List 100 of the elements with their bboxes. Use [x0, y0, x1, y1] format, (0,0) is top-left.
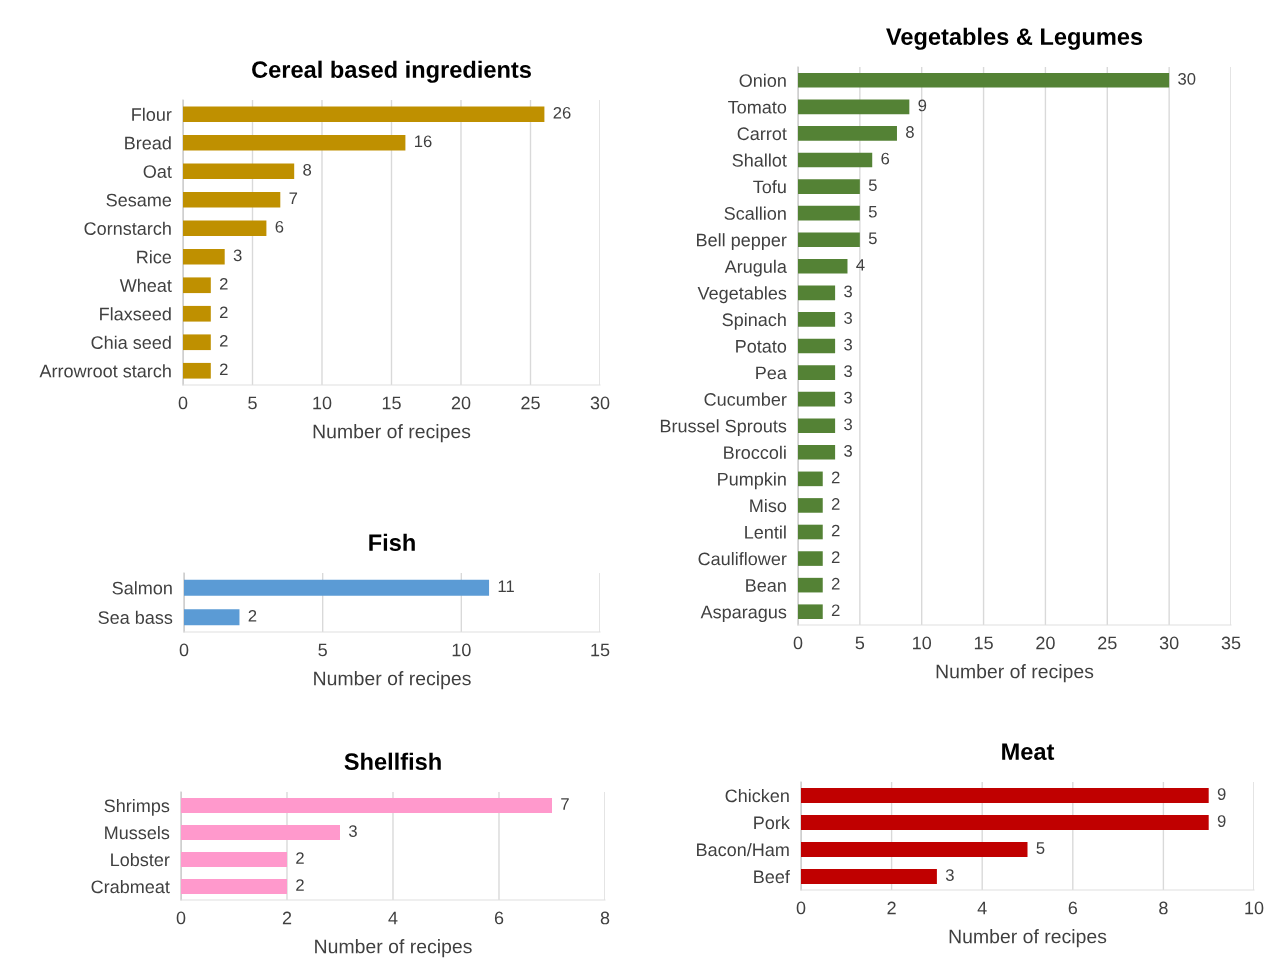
data-label: 3	[844, 365, 852, 378]
data-label: 3	[945, 869, 954, 881]
data-label: 2	[248, 609, 257, 622]
y-tick-label: Scallion	[724, 206, 786, 220]
y-tick-label: Shrimps	[104, 798, 170, 816]
data-label: 6	[275, 220, 284, 233]
x-tick-label: 10	[913, 636, 932, 650]
bar	[801, 788, 1209, 803]
y-tick-label: Wheat	[119, 278, 172, 292]
x-tick-label: 8	[600, 911, 610, 925]
x-tick-label: 8	[1159, 901, 1168, 915]
data-label: 26	[553, 106, 571, 119]
bar	[183, 305, 211, 322]
bar	[801, 869, 937, 884]
data-label: 9	[918, 99, 927, 112]
x-tick-label: 0	[176, 911, 186, 925]
x-tick-label: 25	[1098, 636, 1117, 650]
bar	[798, 524, 823, 540]
bar	[798, 365, 836, 380]
bar	[183, 191, 281, 208]
data-label: 9	[1217, 788, 1226, 800]
bar	[798, 126, 897, 141]
x-axis-title: Number of recipes	[936, 664, 1094, 683]
y-tick-label: Beef	[754, 869, 790, 884]
data-label: 5	[1036, 842, 1045, 854]
y-tick-label: Flaxseed	[100, 307, 171, 321]
y-tick-label: Mussels	[105, 825, 170, 840]
data-label: 2	[831, 551, 840, 563]
bar	[183, 362, 211, 379]
data-label: 8	[906, 126, 914, 138]
data-label: 2	[831, 471, 840, 484]
y-tick-label: Tomato	[728, 100, 787, 114]
y-tick-label: Pea	[756, 366, 787, 380]
bar	[798, 152, 873, 168]
y-tick-label: Tofu	[753, 180, 786, 194]
y-tick-label: Bean	[746, 579, 786, 592]
bar	[181, 879, 287, 894]
y-tick-label: Salmon	[112, 581, 172, 595]
data-label: 5	[868, 179, 877, 192]
data-label: 2	[831, 498, 840, 510]
x-tick-label: 10	[452, 643, 471, 657]
x-tick-label: 0	[179, 643, 189, 657]
y-tick-label: Bell pepper	[697, 233, 787, 250]
data-label: 7	[289, 192, 298, 205]
y-tick-label: Shallot	[732, 153, 787, 167]
data-label: 2	[219, 277, 228, 290]
x-tick-label: 15	[974, 636, 993, 650]
chart-title: Shellfish	[344, 752, 441, 771]
y-tick-label: Flour	[132, 107, 172, 121]
y-tick-label: Rice	[137, 250, 172, 264]
x-tick-label: 25	[521, 396, 540, 410]
data-label: 5	[868, 205, 877, 218]
data-label: 3	[844, 338, 852, 351]
data-label: 6	[881, 152, 890, 165]
bar	[798, 205, 860, 221]
bar	[801, 842, 1028, 857]
data-label: 2	[296, 879, 304, 891]
x-tick-label: 15	[591, 643, 610, 657]
data-label: 3	[844, 418, 852, 431]
data-label: 2	[831, 604, 840, 617]
x-tick-label: 10	[313, 396, 332, 410]
y-tick-label: Lentil	[745, 525, 786, 539]
data-label: 5	[868, 232, 877, 245]
bar	[183, 220, 267, 237]
data-label: 2	[219, 306, 228, 319]
bar	[798, 604, 823, 620]
x-tick-label: 2	[887, 901, 896, 915]
x-tick-label: 15	[382, 396, 401, 410]
bar	[183, 334, 211, 351]
x-axis-title: Number of recipes	[315, 939, 472, 958]
y-tick-label: Carrot	[737, 127, 787, 141]
x-tick-label: 0	[178, 396, 188, 410]
y-tick-label: Onion	[739, 73, 786, 88]
bar	[798, 444, 836, 460]
bar	[181, 825, 340, 840]
y-tick-label: Oat	[143, 165, 172, 178]
data-label: 7	[561, 798, 569, 810]
x-tick-label: 4	[977, 901, 987, 915]
bar	[798, 285, 836, 301]
y-tick-label: Spinach	[722, 312, 786, 330]
x-tick-label: 5	[248, 396, 257, 410]
bar	[183, 248, 225, 265]
data-label: 11	[498, 580, 514, 593]
chart-title: Cereal based ingredients	[252, 60, 531, 83]
data-label: 2	[831, 577, 840, 590]
x-tick-label: 0	[796, 901, 806, 915]
bar	[798, 72, 1170, 88]
data-label: 4	[856, 259, 865, 271]
data-label: 30	[1178, 72, 1196, 85]
bar	[798, 312, 836, 327]
y-tick-label: Cornstarch	[84, 221, 171, 235]
bar	[798, 391, 836, 407]
y-tick-label: Lobster	[111, 852, 170, 867]
x-tick-label: 6	[494, 911, 504, 925]
bar	[798, 232, 860, 248]
y-tick-label: Crabmeat	[91, 879, 170, 894]
bar	[183, 106, 545, 123]
y-tick-label: Asparagus	[700, 605, 787, 622]
bar	[798, 179, 860, 194]
y-tick-label: Sea bass	[98, 610, 173, 624]
